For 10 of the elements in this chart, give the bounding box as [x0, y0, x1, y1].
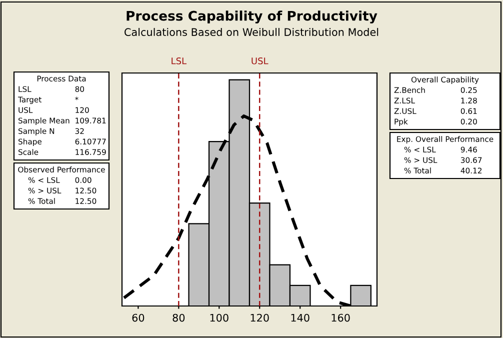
x-tick-label: 160 [332, 314, 350, 322]
ref-line-label: USL [252, 57, 268, 64]
ref-line-label: LSL [172, 57, 187, 64]
x-tick-label: 100 [210, 314, 228, 322]
x-tick-label: 80 [172, 314, 185, 322]
x-tick-label: 120 [250, 314, 269, 322]
x-tick-label: 140 [291, 314, 310, 322]
x-tick-label: 60 [132, 314, 144, 322]
chart-subtitle: Calculations Based on Weibull Distribution Model [124, 28, 378, 36]
chart-title: Process Capability of Productivity [126, 10, 378, 24]
